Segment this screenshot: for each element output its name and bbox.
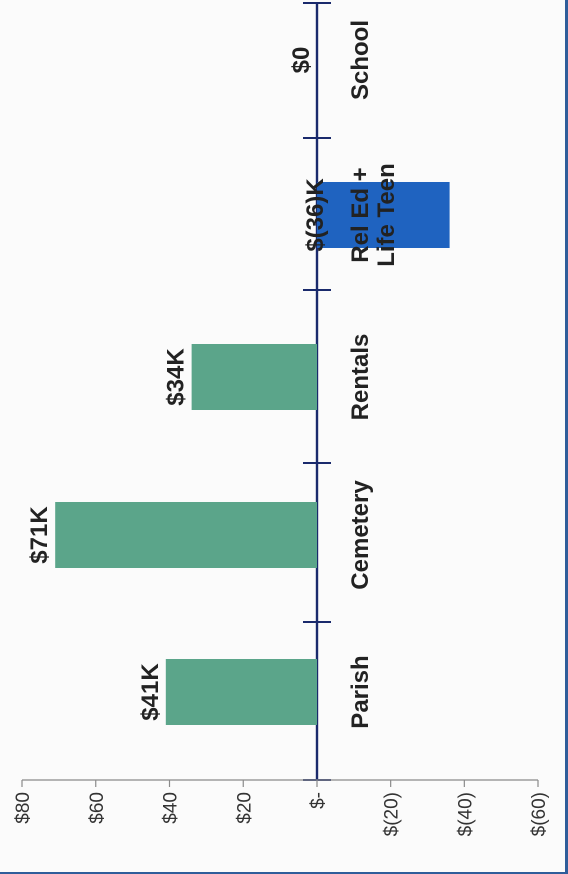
category-label: Life Teen xyxy=(373,163,400,267)
bar-rel-ed-life-teen xyxy=(317,182,450,248)
value-tick-label: $- xyxy=(308,792,329,809)
data-label: $(36)K xyxy=(302,178,329,252)
bar-rentals xyxy=(191,344,317,410)
data-label: $34K xyxy=(163,348,190,406)
category-label: Parish xyxy=(347,655,374,728)
data-label: $41K xyxy=(137,663,164,721)
category-label: Cemetery xyxy=(347,480,374,590)
data-label: $0 xyxy=(288,47,315,74)
category-label: Rentals xyxy=(347,334,374,421)
bar-layer xyxy=(55,182,450,725)
category-label: Rel Ed + xyxy=(347,167,374,262)
category-label: School xyxy=(347,20,374,100)
bar-parish xyxy=(165,659,317,725)
value-tick-label: $(20) xyxy=(382,792,403,836)
label-layer: $80 $60 $40 $20 $- $(20) $(40) $(60) $41K $71K $34… xyxy=(13,20,550,836)
bar-cemetery xyxy=(55,502,317,568)
value-tick-label: $(60) xyxy=(529,792,550,836)
value-tick-label: $40 xyxy=(161,792,182,824)
value-tick-label: $20 xyxy=(234,792,255,824)
value-tick-label: $60 xyxy=(87,792,108,824)
value-tick-label: $80 xyxy=(13,792,34,824)
data-label: $71K xyxy=(26,506,53,564)
value-tick-label: $(40) xyxy=(455,792,476,836)
